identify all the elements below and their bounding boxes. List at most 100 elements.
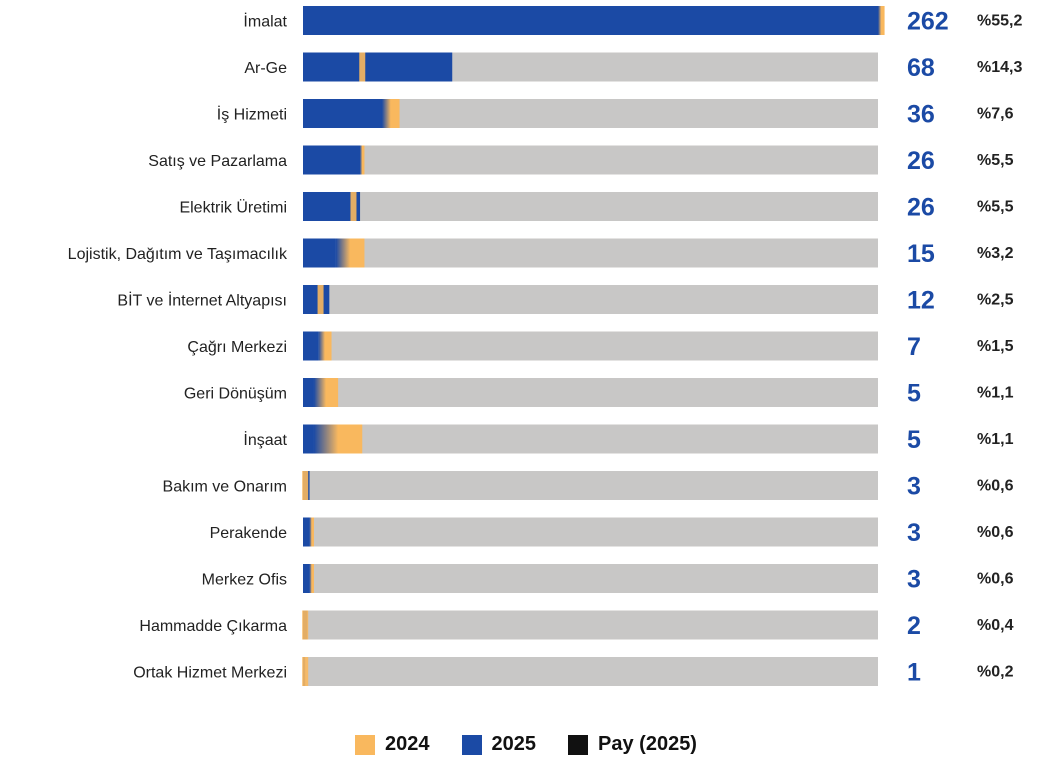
category-label: Hammadde Çıkarma bbox=[139, 618, 287, 635]
bar-row: Hammadde Çıkarma 2 %0,4 bbox=[139, 610, 1014, 640]
chart-rows: İmalat 262 %55,2Ar-Ge 68 %14,3İş Hizmeti 36 %7… bbox=[68, 6, 1022, 687]
bar-row: Bakım ve Onarım 3 %0,6 bbox=[163, 471, 1014, 501]
bar-2025 bbox=[303, 145, 361, 175]
bar-row: Satış ve Pazarlama 26 %5,5 bbox=[148, 145, 1014, 175]
bar-2025 bbox=[303, 6, 878, 35]
bar-row: İmalat 262 %55,2 bbox=[243, 6, 1022, 36]
category-label: Merkez Ofis bbox=[202, 572, 287, 589]
bar-track bbox=[303, 564, 878, 593]
bar-2025 bbox=[303, 517, 310, 547]
bar-row: Elektrik Üretimi 26 %5,5 bbox=[179, 192, 1014, 222]
legend-label-2024: 2024 bbox=[385, 733, 430, 755]
category-label: Ar-Ge bbox=[244, 60, 287, 77]
legend-swatch-2025 bbox=[461, 734, 482, 755]
share-label: %2,5 bbox=[977, 292, 1014, 309]
bar-row: Geri Dönüşüm 5 %1,1 bbox=[184, 378, 1014, 408]
bar-2024 bbox=[318, 331, 332, 361]
bar-2024 bbox=[359, 52, 366, 82]
bar-track bbox=[303, 424, 878, 454]
value-label: 12 bbox=[907, 287, 935, 315]
category-label: Perakende bbox=[210, 525, 287, 542]
bar-2024 bbox=[360, 145, 365, 175]
legend-item-share: Pay (2025) bbox=[568, 733, 697, 756]
share-label: %5,5 bbox=[977, 152, 1014, 169]
value-label: 3 bbox=[907, 519, 921, 547]
value-label: 2 bbox=[907, 612, 921, 640]
bar-2024 bbox=[382, 99, 400, 128]
bar-track bbox=[303, 145, 878, 175]
category-label: BİT ve İnternet Altyapısı bbox=[117, 291, 287, 310]
bar-track bbox=[303, 610, 878, 640]
value-label: 5 bbox=[907, 380, 921, 408]
bar-row: İş Hizmeti 36 %7,6 bbox=[217, 99, 1014, 129]
bar-2024 bbox=[302, 610, 309, 640]
bar-2025 bbox=[303, 99, 383, 128]
legend-label-share: Pay (2025) bbox=[598, 733, 697, 755]
bar-2024 bbox=[350, 192, 357, 221]
category-label: Bakım ve Onarım bbox=[163, 479, 287, 496]
category-label: Ortak Hizmet Merkezi bbox=[133, 665, 287, 682]
share-label: %3,2 bbox=[977, 245, 1014, 262]
legend-swatch-2024 bbox=[355, 734, 376, 755]
bar-track bbox=[303, 657, 878, 686]
share-label: %1,5 bbox=[977, 338, 1014, 355]
value-label: 1 bbox=[907, 659, 921, 687]
value-label: 3 bbox=[907, 566, 921, 594]
bar-row: Ortak Hizmet Merkezi 1 %0,2 bbox=[133, 657, 1014, 687]
value-label: 7 bbox=[907, 333, 921, 361]
share-label: %0,6 bbox=[977, 524, 1014, 541]
legend-label-2025: 2025 bbox=[491, 733, 537, 755]
value-label: 26 bbox=[907, 147, 935, 175]
value-label: 5 bbox=[907, 426, 921, 454]
bar-2024 bbox=[335, 238, 365, 268]
bar-row: Ar-Ge 68 %14,3 bbox=[244, 52, 1022, 82]
share-label: %0,2 bbox=[977, 664, 1014, 681]
share-label: %14,3 bbox=[977, 59, 1022, 76]
category-label: Çağrı Merkezi bbox=[187, 339, 287, 356]
bar-track bbox=[303, 471, 878, 500]
share-label: %0,6 bbox=[977, 478, 1014, 495]
bar-2024 bbox=[878, 6, 885, 35]
category-label: Lojistik, Dağıtım ve Taşımacılık bbox=[68, 246, 288, 263]
bar-row: BİT ve İnternet Altyapısı 12 %2,5 bbox=[117, 285, 1014, 315]
bar-track bbox=[303, 517, 878, 547]
bar-2024 bbox=[309, 564, 314, 593]
bar-2024 bbox=[309, 517, 314, 547]
category-label: İmalat bbox=[243, 12, 287, 31]
bar-2024 bbox=[313, 378, 339, 407]
bar-track bbox=[303, 238, 878, 268]
legend-item-2025: 2025 bbox=[461, 733, 537, 756]
legend: 2024 2025 Pay (2025) bbox=[0, 733, 1052, 756]
category-label: Elektrik Üretimi bbox=[179, 199, 287, 217]
bar-row: Perakende 3 %0,6 bbox=[210, 517, 1014, 547]
share-label: %1,1 bbox=[977, 385, 1014, 402]
category-label: İş Hizmeti bbox=[217, 105, 287, 124]
category-label: Satış ve Pazarlama bbox=[148, 153, 287, 170]
bar-2025 bbox=[303, 285, 330, 314]
share-label: %5,5 bbox=[977, 199, 1014, 216]
bar-2025 bbox=[303, 331, 319, 361]
bar-chart: İmalat 262 %55,2Ar-Ge 68 %14,3İş Hizmeti 36 %7… bbox=[68, 6, 1022, 687]
share-label: %0,4 bbox=[977, 617, 1014, 634]
bar-2025 bbox=[303, 378, 314, 407]
category-label: İnşaat bbox=[243, 430, 287, 449]
bar-2025 bbox=[303, 424, 314, 454]
bar-row: Çağrı Merkezi 7 %1,5 bbox=[187, 331, 1014, 361]
bar-2025 bbox=[303, 238, 336, 268]
bar-2024 bbox=[313, 424, 363, 454]
share-label: %1,1 bbox=[977, 431, 1014, 448]
share-label: %0,6 bbox=[977, 571, 1014, 588]
value-label: 36 bbox=[907, 101, 935, 129]
bar-2024 bbox=[317, 285, 324, 314]
value-label: 68 bbox=[907, 54, 935, 82]
category-label: Geri Dönüşüm bbox=[184, 386, 287, 403]
bar-row: Lojistik, Dağıtım ve Taşımacılık 15 %3,2 bbox=[68, 238, 1014, 268]
bar-2024 bbox=[302, 657, 309, 686]
value-label: 3 bbox=[907, 473, 921, 501]
bar-track bbox=[303, 331, 878, 361]
legend-swatch-share bbox=[568, 734, 589, 755]
share-label: %55,2 bbox=[977, 13, 1022, 30]
legend-item-2024: 2024 bbox=[355, 733, 430, 756]
bar-2024 bbox=[302, 471, 309, 500]
bar-row: İnşaat 5 %1,1 bbox=[243, 424, 1014, 454]
